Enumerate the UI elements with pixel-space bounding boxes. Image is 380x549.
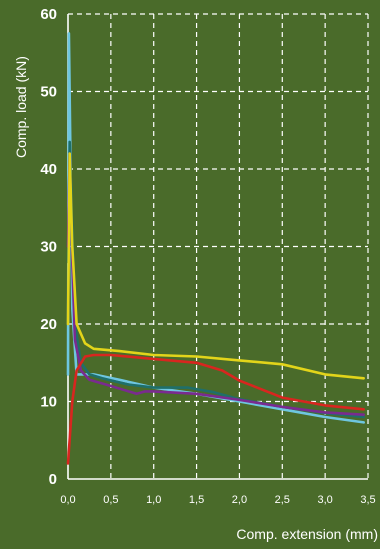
y-tick-label: 10 <box>40 394 57 411</box>
series-lines <box>66 32 366 465</box>
x-tick-label: 3,0 <box>317 494 332 506</box>
y-tick-label: 50 <box>40 84 57 101</box>
series-line-3 <box>66 152 366 417</box>
x-tick-label: 0,5 <box>103 494 118 506</box>
y-tick-label: 60 <box>40 6 57 23</box>
x-tick-label: 2,0 <box>232 494 247 506</box>
y-tick-label: 40 <box>40 161 57 178</box>
x-tick-label: 0,0 <box>60 494 75 506</box>
x-tick-label: 1,5 <box>189 494 204 506</box>
x-tick-label: 2,5 <box>275 494 290 506</box>
y-axis-label: Comp. load (kN) <box>13 56 29 158</box>
y-tick-label: 20 <box>40 316 57 333</box>
tick-labels: 0,0 0,5 1,0 1,5 2,0 2,5 3,0 3,5 0 10 20 30 40 50 60 <box>40 6 375 506</box>
x-axis-label: Comp. extension (mm) <box>236 526 378 542</box>
x-tick-label: 3,5 <box>360 494 375 506</box>
y-tick-label: 0 <box>49 471 57 488</box>
x-tick-label: 1,0 <box>146 494 161 506</box>
y-tick-label: 30 <box>40 239 57 256</box>
series-line-4 <box>66 152 366 380</box>
series-line-5 <box>66 353 366 465</box>
